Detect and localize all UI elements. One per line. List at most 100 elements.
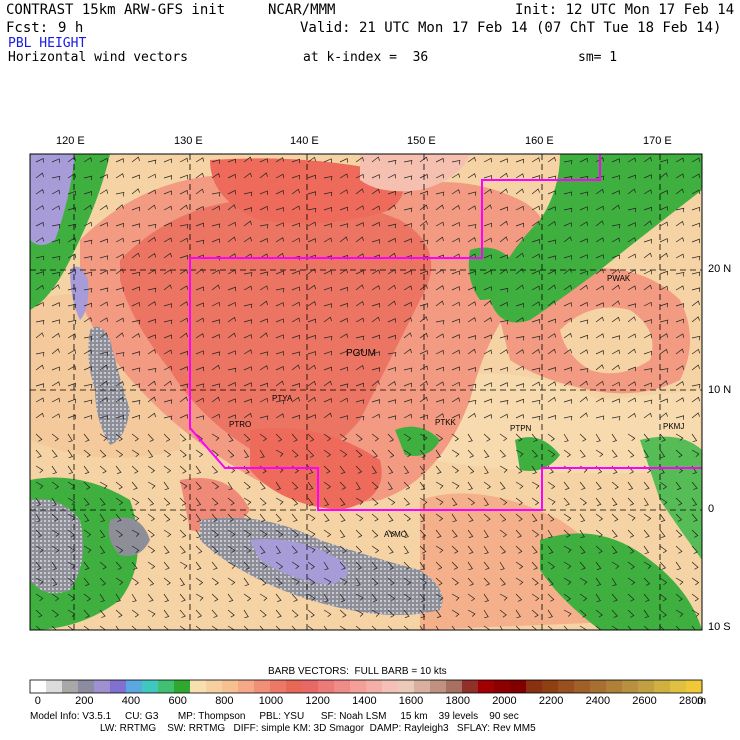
wind-barb (499, 268, 508, 275)
wind-barb (163, 380, 172, 387)
wind-barb (403, 175, 413, 180)
wind-barb (115, 609, 123, 618)
wind-barb (275, 413, 285, 419)
colorbar-swatch (238, 680, 255, 693)
wind-barb (483, 237, 493, 243)
wind-barb (515, 593, 523, 602)
wind-barb (227, 433, 234, 442)
wind-barb (467, 449, 474, 458)
wind-barb (275, 287, 285, 293)
wind-barb (227, 301, 237, 307)
wind-barb (515, 252, 524, 259)
wind-barb (691, 513, 698, 522)
colorbar-swatch (190, 680, 207, 693)
wind-barb (611, 625, 619, 630)
wind-barb (243, 398, 252, 404)
wind-barb (467, 399, 477, 405)
wind-barb (403, 367, 413, 373)
wind-barb (531, 157, 541, 163)
wind-barb (371, 269, 381, 275)
wind-barb (147, 577, 155, 586)
wind-barb (35, 545, 44, 553)
wind-barb (387, 481, 393, 491)
wind-barb (147, 380, 156, 387)
wind-barb (83, 157, 93, 163)
wind-barb (579, 221, 589, 227)
colorbar-tick-label: 0 (34, 695, 41, 707)
wind-barb (67, 449, 74, 459)
wind-barb (371, 593, 378, 602)
wind-barb (131, 561, 138, 570)
wind-barb (339, 350, 348, 355)
wind-barb (355, 497, 364, 505)
wind-barb (179, 497, 187, 506)
wind-barb (147, 412, 156, 419)
wind-barb (387, 300, 396, 307)
wind-barb (483, 334, 492, 339)
wind-barb (227, 269, 237, 275)
wind-barb (259, 481, 266, 490)
wind-barb (195, 333, 205, 339)
wind-barb (451, 237, 461, 243)
wind-barb (531, 497, 540, 506)
wind-barb (595, 205, 605, 211)
wind-barb (131, 156, 140, 163)
init-time: Init: 12 UTC Mon 17 Feb 14 (515, 2, 735, 18)
wind-barb (259, 285, 269, 291)
wind-barb (339, 609, 347, 618)
wind-barb (179, 433, 187, 442)
wind-barb (179, 593, 186, 602)
wind-barb (371, 334, 380, 340)
wind-barb (99, 593, 105, 603)
wind-barb (179, 285, 189, 291)
wind-barb (643, 609, 650, 619)
wind-barb (387, 529, 396, 538)
wind-barb (323, 513, 330, 522)
wind-barb (419, 332, 428, 339)
wind-barb (403, 160, 413, 165)
lon-label: 120 E (56, 135, 85, 147)
wind-barb (67, 269, 77, 275)
wind-barb (515, 317, 525, 323)
wind-barb (499, 497, 508, 506)
wind-barb (659, 561, 667, 570)
wind-barb (451, 413, 461, 419)
wind-barb (115, 529, 123, 538)
wind-barb (211, 159, 221, 164)
wind-barb (547, 318, 556, 324)
wind-barb (83, 383, 93, 389)
wind-barb (131, 383, 141, 388)
wind-barb (259, 158, 269, 163)
wind-barb (195, 561, 202, 570)
wind-barb (627, 303, 637, 308)
wind-barb (195, 593, 204, 601)
wind-barb (499, 254, 509, 259)
wind-barb (307, 268, 316, 275)
wind-barb (195, 317, 205, 323)
wind-barb (611, 609, 618, 618)
wind-barb (595, 188, 604, 195)
colorbar-swatch (334, 680, 351, 693)
wind-barb (675, 481, 682, 490)
wind-barb (147, 189, 157, 195)
wind-barb (371, 561, 378, 570)
wind-barb (675, 397, 685, 403)
wind-barb (323, 286, 332, 292)
wind-barb (307, 351, 316, 356)
wind-barb (35, 237, 45, 243)
wind-barb (179, 350, 188, 356)
wind-barb (227, 577, 236, 586)
wind-barb (419, 497, 428, 506)
wind-barb (67, 609, 76, 617)
wind-barb (595, 237, 605, 243)
wind-barb (227, 221, 237, 227)
wind-barb (611, 349, 621, 355)
wind-barb (147, 396, 156, 403)
wind-barb (163, 577, 171, 586)
wind-barb (83, 399, 93, 405)
wind-barb (355, 317, 365, 323)
wind-barb (547, 255, 557, 260)
wind-barb (275, 399, 285, 405)
wind-barb (563, 236, 572, 243)
wind-barb (211, 609, 218, 618)
